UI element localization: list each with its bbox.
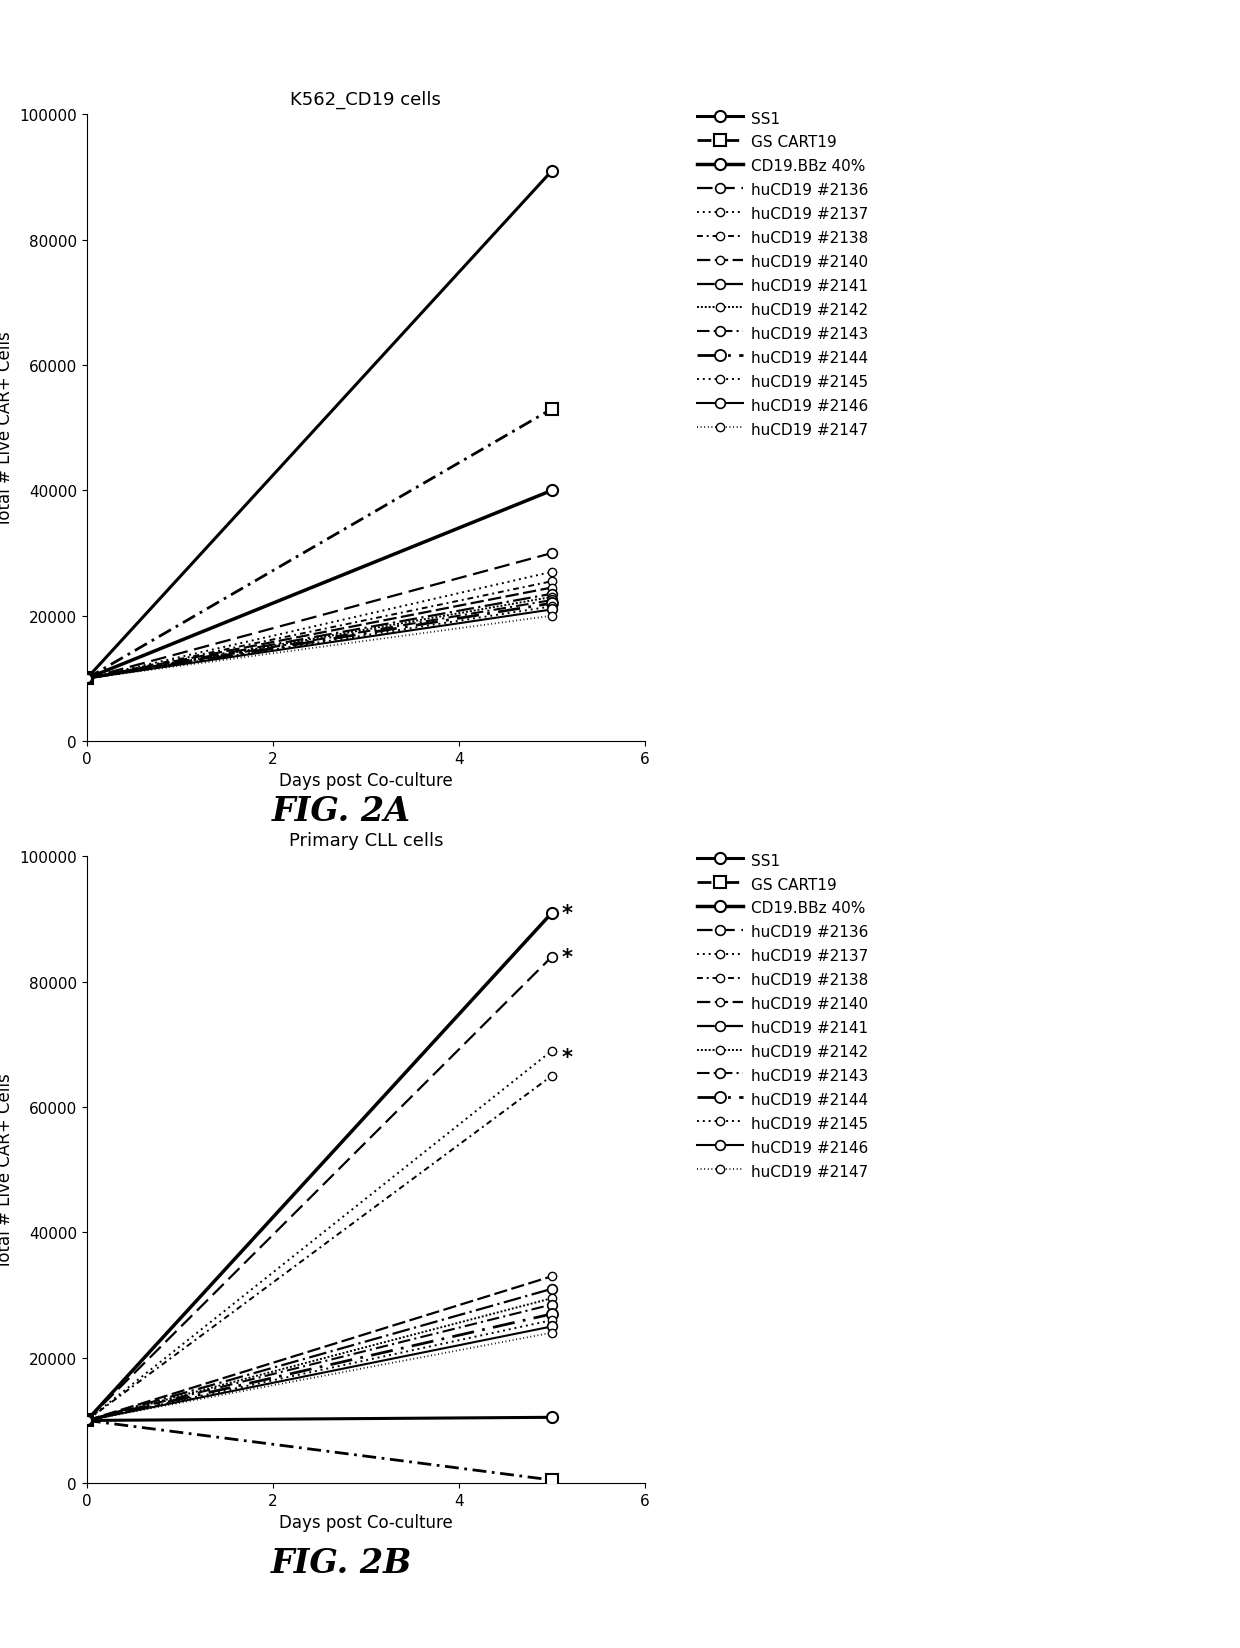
X-axis label: Days post Co-culture: Days post Co-culture: [279, 771, 453, 789]
Y-axis label: Total # Live CAR+ Cells: Total # Live CAR+ Cells: [0, 1073, 14, 1267]
Text: *: *: [560, 903, 572, 923]
Legend: SS1, GS CART19, CD19.BBz 40%, huCD19 #2136, huCD19 #2137, huCD19 #2138, huCD19 #: SS1, GS CART19, CD19.BBz 40%, huCD19 #21…: [697, 852, 868, 1178]
Title: K562_CD19 cells: K562_CD19 cells: [290, 91, 441, 109]
Title: Primary CLL cells: Primary CLL cells: [289, 832, 443, 850]
X-axis label: Days post Co-culture: Days post Co-culture: [279, 1513, 453, 1531]
Text: FIG. 2B: FIG. 2B: [270, 1546, 412, 1579]
Y-axis label: Total # Live CAR+ Cells: Total # Live CAR+ Cells: [0, 331, 14, 526]
Text: *: *: [560, 1048, 572, 1068]
Text: *: *: [560, 948, 572, 967]
Text: FIG. 2A: FIG. 2A: [272, 794, 410, 827]
Legend: SS1, GS CART19, CD19.BBz 40%, huCD19 #2136, huCD19 #2137, huCD19 #2138, huCD19 #: SS1, GS CART19, CD19.BBz 40%, huCD19 #21…: [697, 110, 868, 437]
